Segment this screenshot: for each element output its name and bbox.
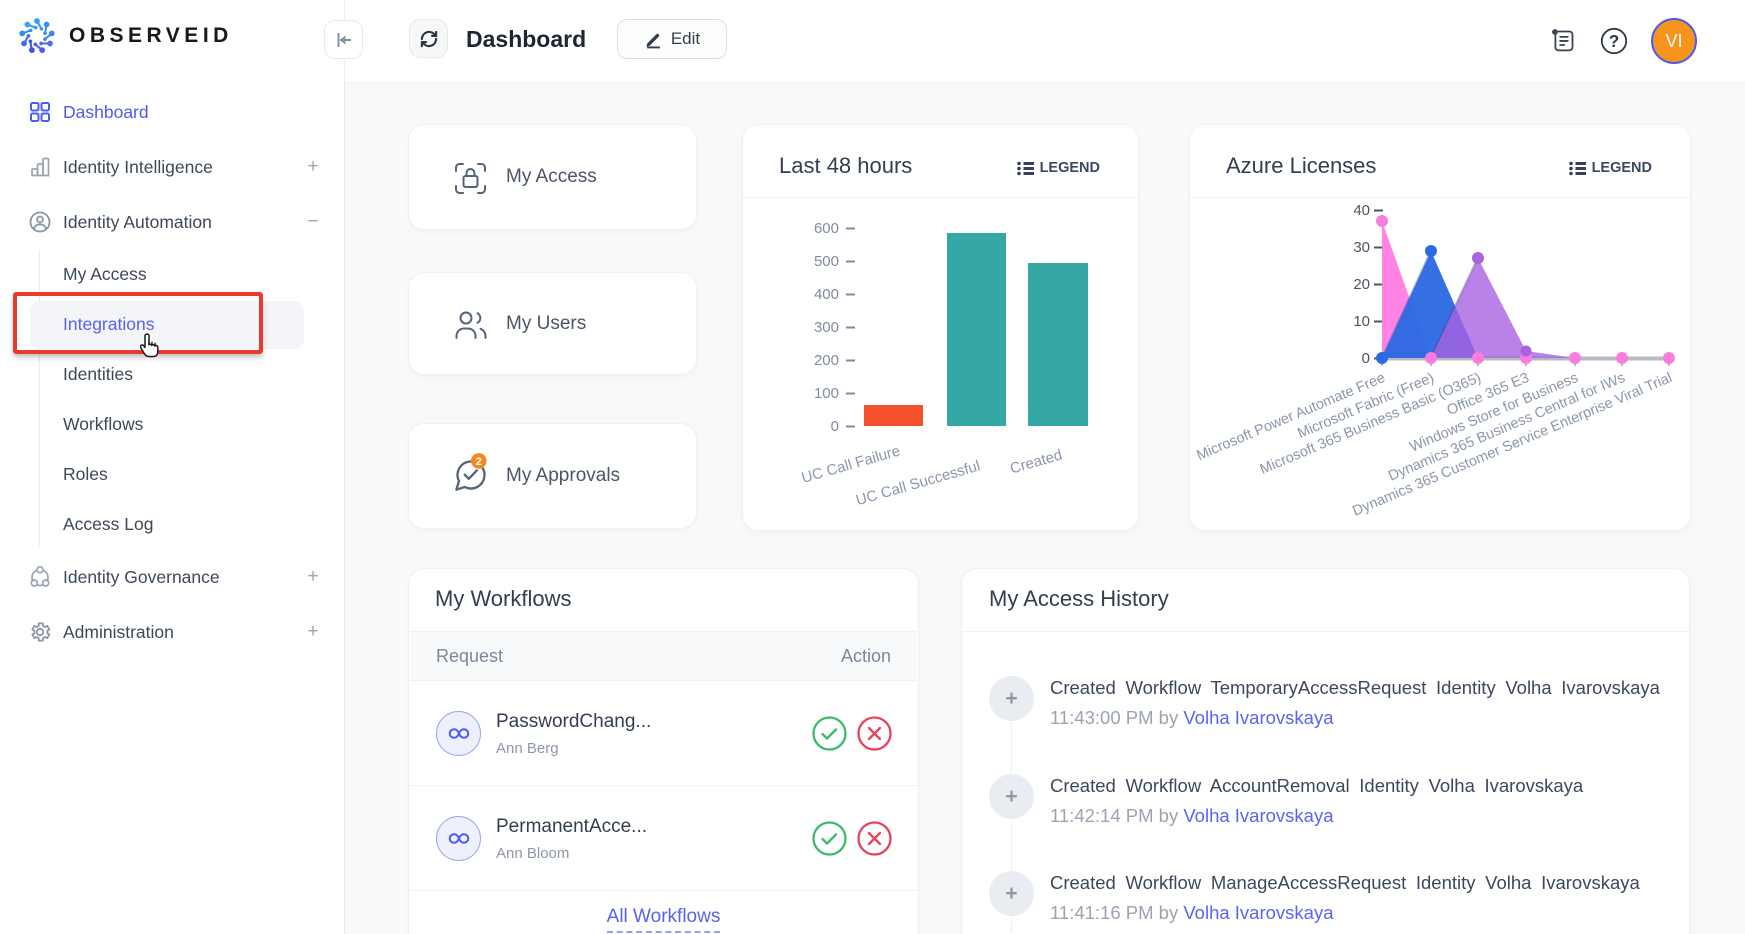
svg-text:100: 100 xyxy=(814,385,839,402)
svg-text:10: 10 xyxy=(1353,313,1370,330)
svg-text:500: 500 xyxy=(814,253,839,270)
svg-text:0: 0 xyxy=(1362,350,1370,367)
svg-text:Created: Created xyxy=(1008,447,1064,478)
svg-text:40: 40 xyxy=(1353,202,1370,219)
svg-text:600: 600 xyxy=(814,220,839,237)
svg-text:20: 20 xyxy=(1353,276,1370,293)
svg-text:300: 300 xyxy=(814,319,839,336)
svg-text:200: 200 xyxy=(814,352,839,369)
svg-text:UC Call Failure: UC Call Failure xyxy=(800,443,902,487)
svg-text:0: 0 xyxy=(831,418,839,435)
svg-text:30: 30 xyxy=(1353,239,1370,256)
svg-text:400: 400 xyxy=(814,286,839,303)
svg-text:2: 2 xyxy=(476,456,482,468)
svg-text:?: ? xyxy=(1609,31,1619,51)
